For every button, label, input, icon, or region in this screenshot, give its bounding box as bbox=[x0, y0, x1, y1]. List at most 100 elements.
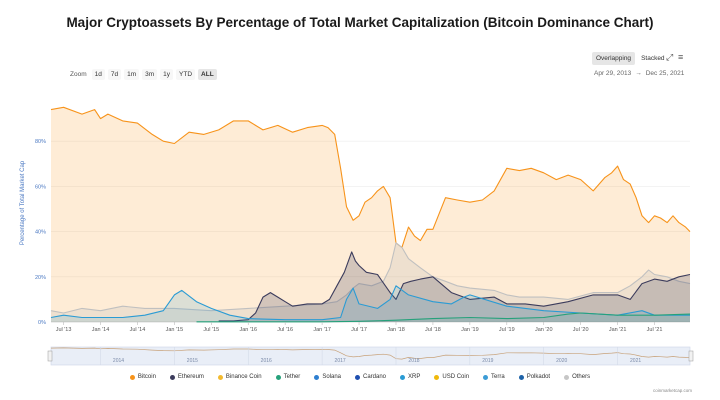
navigator-label: 2015 bbox=[187, 358, 198, 364]
zoom-1y-button[interactable]: 1y bbox=[160, 69, 174, 80]
x-tick-label: Jul '18 bbox=[425, 327, 441, 333]
legend-item-ethereum[interactable]: Ethereum bbox=[169, 374, 204, 380]
zoom-3m-button[interactable]: 3m bbox=[142, 69, 158, 80]
legend-item-bitcoin[interactable]: Bitcoin bbox=[129, 374, 156, 380]
legend-label: XRP bbox=[408, 374, 421, 380]
legend-dot-icon bbox=[400, 374, 406, 380]
legend-label: Tether bbox=[283, 374, 301, 380]
legend-label: Polkadot bbox=[526, 374, 551, 380]
legend-item-solana[interactable]: Solana bbox=[314, 374, 341, 380]
bitcoin-area bbox=[51, 107, 690, 322]
legend-item-binance-coin[interactable]: Binance Coin bbox=[217, 374, 262, 380]
legend-dot-icon bbox=[564, 374, 570, 380]
range-from-input[interactable]: Apr 29, 2013 bbox=[594, 70, 632, 77]
chart-title: Major Cryptoassets By Percentage of Tota… bbox=[66, 15, 654, 30]
x-tick-label: Jul '17 bbox=[351, 327, 367, 333]
y-tick-label: 20% bbox=[35, 275, 46, 281]
legend-item-others[interactable]: Others bbox=[564, 374, 590, 380]
zoom-label: Zoom bbox=[70, 71, 87, 78]
legend-label: Ethereum bbox=[177, 374, 204, 380]
zoom-all-button[interactable]: ALL bbox=[198, 69, 217, 80]
y-tick-label: 80% bbox=[35, 139, 46, 145]
navigator-label: 2019 bbox=[482, 358, 493, 364]
y-tick-label: 40% bbox=[35, 230, 46, 236]
legend-label: Cardano bbox=[363, 374, 387, 380]
x-tick-label: Jul '13 bbox=[56, 327, 72, 333]
zoom-1d-button[interactable]: 1d bbox=[91, 69, 105, 80]
x-tick-label: Jan '14 bbox=[92, 327, 110, 333]
legend-dot-icon bbox=[434, 374, 440, 380]
x-tick-label: Jul '21 bbox=[647, 327, 663, 333]
navigator-left-handle bbox=[47, 350, 53, 362]
navigator-label: 2021 bbox=[630, 358, 641, 364]
x-tick-label: Jan '21 bbox=[609, 327, 627, 333]
legend-label: Others bbox=[572, 374, 591, 380]
x-tick-label: Jan '15 bbox=[166, 327, 184, 333]
range-to-input[interactable]: Dec 25, 2021 bbox=[645, 70, 685, 77]
legend-label: Solana bbox=[322, 374, 341, 380]
zoom-controls: Zoom 1d 7d 1m 3m 1y YTD ALL bbox=[70, 69, 217, 80]
navigator-label: 2014 bbox=[113, 358, 124, 364]
tether-line bbox=[196, 312, 691, 323]
zoom-ytd-button[interactable]: YTD bbox=[176, 69, 196, 80]
x-tick-label: Jul '16 bbox=[277, 327, 293, 333]
date-range: Apr 29, 2013 → Dec 25, 2021 bbox=[594, 70, 684, 77]
zoom-7d-button[interactable]: 7d bbox=[107, 69, 122, 80]
range-arrow-icon: → bbox=[635, 70, 642, 77]
zoom-1m-button[interactable]: 1m bbox=[124, 69, 140, 80]
ethereum-area bbox=[218, 251, 690, 322]
legend-label: Terra bbox=[491, 374, 505, 380]
credit-text: coinmarketcap.com bbox=[652, 388, 692, 393]
grid-lines bbox=[51, 140, 690, 323]
legend-dot-icon bbox=[275, 374, 281, 380]
navigator: 2014 2015 2016 2017 2018 2019 2020 2021 bbox=[47, 346, 694, 366]
legend-label: Bitcoin bbox=[137, 374, 156, 380]
legend-item-polkadot[interactable]: Polkadot bbox=[518, 374, 551, 380]
legend-dot-icon bbox=[169, 374, 175, 380]
legend-dot-icon bbox=[518, 374, 524, 380]
others-area bbox=[51, 242, 690, 322]
ethereum-line bbox=[218, 251, 691, 322]
legend-dot-icon bbox=[355, 374, 360, 380]
tether-area bbox=[196, 313, 690, 322]
menu-icon[interactable]: ≡ bbox=[678, 52, 684, 62]
legend: Bitcoin Ethereum Binance Coin Tether Solana C… bbox=[0, 374, 720, 380]
legend-item-terra[interactable]: Terra bbox=[483, 374, 505, 380]
stacked-button[interactable]: Stacked bbox=[641, 55, 665, 62]
others-line bbox=[50, 242, 691, 314]
y-tick-label: 0% bbox=[38, 320, 46, 326]
legend-label: USD Coin bbox=[442, 374, 470, 380]
navigator-label: 2016 bbox=[261, 358, 272, 364]
y-ticks: 0% 20% 40% 60% 80% bbox=[35, 139, 46, 326]
xrp-area bbox=[51, 285, 690, 322]
legend-item-cardano[interactable]: Cardano bbox=[355, 374, 386, 380]
expand-icon[interactable]: ⤢ bbox=[666, 52, 674, 62]
x-tick-label: Jan '20 bbox=[535, 327, 553, 333]
legend-dot-icon bbox=[483, 374, 489, 380]
x-tick-label: Jan '19 bbox=[461, 327, 479, 333]
x-tick-label: Jul '15 bbox=[203, 327, 219, 333]
xrp-line bbox=[50, 285, 690, 321]
navigator-label: 2018 bbox=[408, 358, 419, 364]
x-ticks: Jul '13 Jan '14 Jul '14 Jan '15 Jul '15 Jan '… bbox=[56, 322, 663, 333]
overlapping-button[interactable]: Overlapping bbox=[592, 52, 636, 65]
x-tick-label: Jul '19 bbox=[499, 327, 515, 333]
navigator-series bbox=[50, 347, 691, 360]
navigator-label: 2017 bbox=[335, 358, 346, 364]
y-tick-label: 60% bbox=[35, 184, 46, 190]
x-tick-label: Jul '20 bbox=[573, 327, 589, 333]
view-mode-toggle: Overlapping Stacked bbox=[592, 52, 669, 65]
legend-item-xrp[interactable]: XRP bbox=[400, 374, 420, 380]
x-tick-label: Jan '18 bbox=[387, 327, 405, 333]
navigator-right-handle bbox=[688, 350, 694, 362]
series-layer bbox=[50, 106, 691, 323]
legend-dot-icon bbox=[314, 374, 320, 380]
legend-item-tether[interactable]: Tether bbox=[275, 374, 301, 380]
x-tick-label: Jan '17 bbox=[313, 327, 331, 333]
legend-item-usd-coin[interactable]: USD Coin bbox=[434, 374, 469, 380]
x-tick-label: Jul '14 bbox=[130, 327, 146, 333]
legend-label: Binance Coin bbox=[225, 374, 262, 380]
legend-dot-icon bbox=[217, 374, 223, 380]
legend-dot-icon bbox=[129, 374, 135, 380]
